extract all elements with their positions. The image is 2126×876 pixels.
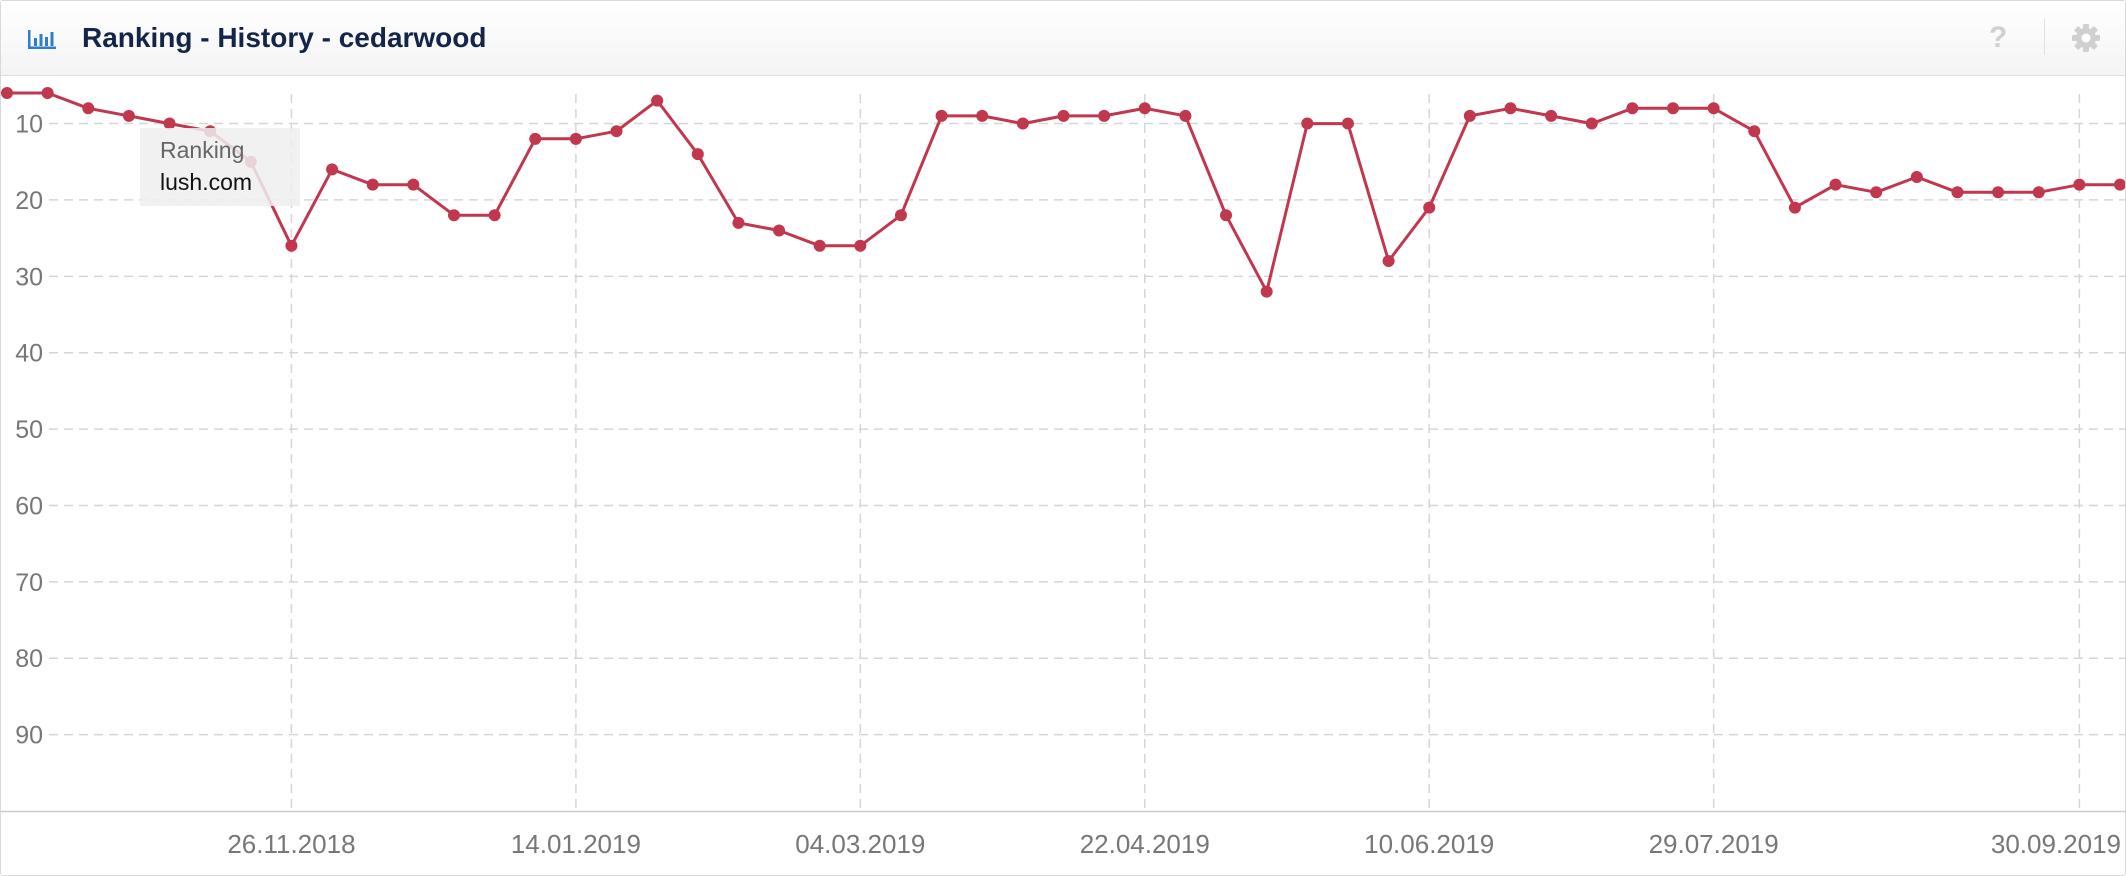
data-point[interactable] <box>773 224 786 237</box>
data-point[interactable] <box>2073 178 2086 191</box>
series-line <box>7 91 2120 294</box>
data-point[interactable] <box>2032 186 2045 199</box>
data-point[interactable] <box>1667 102 1680 115</box>
x-tick-label: 29.07.2019 <box>1649 829 1779 859</box>
data-point[interactable] <box>529 132 542 145</box>
data-point[interactable] <box>1179 109 1192 122</box>
data-point[interactable] <box>935 109 948 122</box>
question-icon[interactable]: ? <box>1989 21 2008 54</box>
x-tick-label: 10.06.2019 <box>1364 829 1494 859</box>
y-tick-label: 70 <box>15 569 43 597</box>
y-tick-label: 80 <box>15 645 43 673</box>
data-point[interactable] <box>854 239 867 252</box>
data-point[interactable] <box>2114 178 2125 191</box>
tooltip: Ranking lush.com <box>140 128 300 206</box>
data-point[interactable] <box>1138 102 1151 115</box>
data-point[interactable] <box>1016 117 1029 130</box>
data-point[interactable] <box>488 209 501 222</box>
x-tick-label: 14.01.2019 <box>511 829 641 859</box>
data-point[interactable] <box>1341 117 1354 130</box>
data-point[interactable] <box>1098 109 1111 122</box>
data-point[interactable] <box>326 163 339 176</box>
data-point[interactable] <box>41 87 54 99</box>
data-point[interactable] <box>1260 285 1273 298</box>
data-point[interactable] <box>610 125 623 138</box>
data-point[interactable] <box>407 178 420 191</box>
x-tick-label: 22.04.2019 <box>1080 829 1210 859</box>
data-point[interactable] <box>1788 201 1801 214</box>
widget-header: Ranking - History - cedarwood ? <box>1 1 2125 76</box>
tooltip-title: Ranking <box>160 137 245 163</box>
header-divider <box>2044 19 2045 55</box>
x-tick-label: 04.03.2019 <box>795 829 925 859</box>
data-point[interactable] <box>1382 255 1395 268</box>
data-point[interactable] <box>366 178 379 191</box>
data-point[interactable] <box>1748 125 1761 138</box>
data-point[interactable] <box>569 132 582 145</box>
x-tick-label: 30.09.2019 <box>1991 829 2121 859</box>
data-point[interactable] <box>285 239 298 252</box>
data-point[interactable] <box>82 102 95 115</box>
y-tick-label: 10 <box>15 111 43 139</box>
data-point[interactable] <box>1910 171 1923 184</box>
gear-icon[interactable] <box>2071 23 2101 53</box>
data-point[interactable] <box>1545 109 1558 122</box>
y-tick-label: 90 <box>15 722 43 750</box>
data-point[interactable] <box>691 148 704 161</box>
data-point[interactable] <box>1992 186 2005 199</box>
data-point[interactable] <box>1463 109 1476 122</box>
data-point[interactable] <box>1423 201 1436 214</box>
y-tick-label: 20 <box>15 187 43 215</box>
data-point[interactable] <box>732 216 745 229</box>
page-title: Ranking - History - cedarwood <box>82 22 487 53</box>
data-point[interactable] <box>1220 209 1233 222</box>
data-point[interactable] <box>1951 186 1964 199</box>
data-point[interactable] <box>1870 186 1883 199</box>
data-point[interactable] <box>651 94 664 107</box>
bar-chart-icon <box>28 30 56 49</box>
data-point[interactable] <box>1504 102 1517 115</box>
data-point[interactable] <box>122 109 135 122</box>
data-point[interactable] <box>1829 178 1842 191</box>
data-point[interactable] <box>447 209 460 222</box>
data-point[interactable] <box>1626 102 1639 115</box>
data-point[interactable] <box>1301 117 1314 130</box>
y-tick-label: 60 <box>15 492 43 520</box>
data-point[interactable] <box>1707 102 1720 115</box>
tooltip-value: lush.com <box>160 169 253 195</box>
ranking-line-chart: 10 20 30 40 50 60 70 80 90 26.11.2018 14.01.2019 0… <box>1 87 2125 859</box>
y-tick-label: 40 <box>15 340 43 368</box>
y-tick-label: 30 <box>15 263 43 291</box>
x-tick-label: 26.11.2018 <box>227 829 355 859</box>
data-point[interactable] <box>1585 117 1598 130</box>
data-point[interactable] <box>813 239 826 252</box>
data-point[interactable] <box>976 109 989 122</box>
data-point[interactable] <box>1 87 13 99</box>
data-point[interactable] <box>894 209 907 222</box>
data-point[interactable] <box>163 117 176 130</box>
y-tick-label: 50 <box>15 416 43 444</box>
data-point[interactable] <box>1057 109 1070 122</box>
